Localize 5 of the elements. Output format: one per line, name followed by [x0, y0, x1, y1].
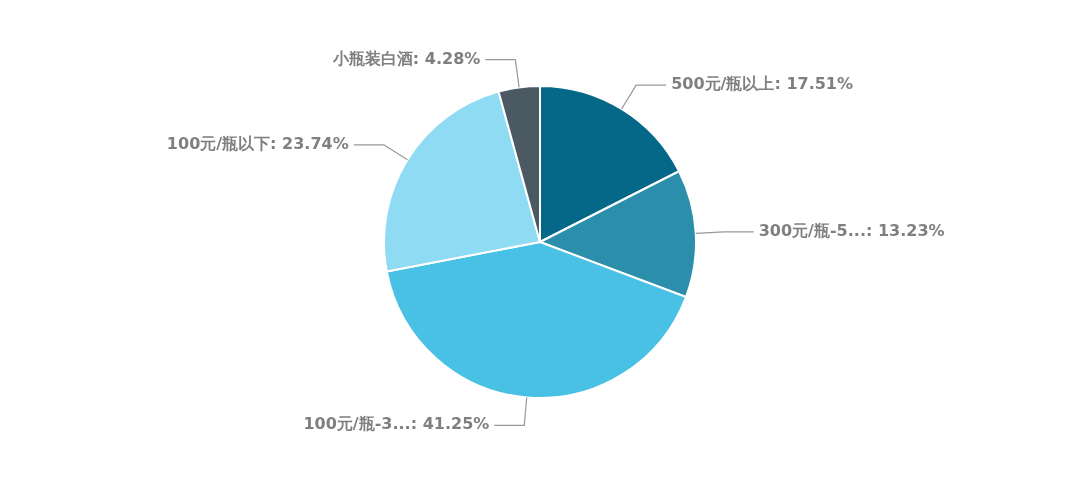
slice-label: 小瓶装白酒: 4.28% [331, 48, 481, 68]
slice-label: 100元/瓶-3...: 41.25% [303, 414, 490, 434]
slice-label: 300元/瓶-5...: 13.23% [758, 221, 945, 241]
slice-label: 500元/瓶以上: 17.51% [671, 74, 854, 94]
slice-label: 100元/瓶以下: 23.74% [166, 134, 349, 154]
